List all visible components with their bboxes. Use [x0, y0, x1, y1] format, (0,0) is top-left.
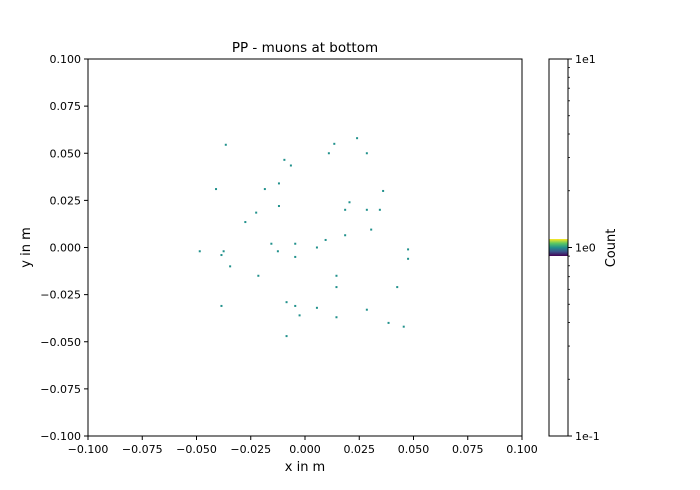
x-axis-ticks: −0.100 −0.075 −0.050 −0.025 0.000 0.025 0.050 0… — [68, 436, 538, 456]
colorbar: 1e1 1e0 1e-1 Count — [548, 53, 619, 443]
histogram-cell — [365, 308, 368, 311]
histogram-cell — [198, 250, 201, 253]
plot-frame — [87, 58, 523, 437]
histogram-cell — [315, 306, 318, 309]
histogram-cell — [220, 254, 223, 257]
histogram-cell — [365, 152, 368, 155]
histogram-cell — [407, 257, 410, 260]
histogram-cell — [222, 250, 225, 253]
x-tick-label: 0.025 — [344, 443, 376, 456]
histogram-cell — [315, 246, 318, 249]
histogram-cell — [283, 158, 286, 161]
histogram-cell — [324, 238, 327, 241]
y-tick-label: −0.075 — [40, 383, 81, 396]
x-tick-label: −0.050 — [176, 443, 217, 456]
histogram-cell — [294, 242, 297, 245]
histogram-cell — [255, 211, 258, 214]
histogram-cell — [356, 137, 359, 140]
histogram-cell — [348, 201, 351, 204]
histogram-cell — [370, 228, 373, 231]
histogram-cell — [407, 248, 410, 251]
histogram-cell — [257, 274, 260, 277]
y-axis-label: y in m — [19, 227, 34, 267]
x-tick-label: 0.000 — [289, 443, 321, 456]
y-tick-label: 0.075 — [50, 100, 82, 113]
x-tick-label: −0.025 — [230, 443, 271, 456]
colorbar-tick-label: 1e1 — [575, 53, 596, 66]
histogram-cell — [215, 188, 218, 191]
y-tick-label: 0.100 — [50, 53, 82, 66]
histogram-cell — [294, 304, 297, 307]
histogram-cell — [298, 314, 301, 317]
histogram-cell — [327, 152, 330, 155]
histogram-cell — [335, 286, 338, 289]
y-tick-label: −0.050 — [40, 336, 81, 349]
colorbar-tick-label: 1e-1 — [575, 430, 600, 443]
histogram-cell — [335, 316, 338, 319]
histogram-cell — [285, 335, 288, 338]
histogram-cell — [263, 188, 266, 191]
y-tick-label: −0.025 — [40, 289, 81, 302]
histogram-cell — [289, 164, 292, 167]
y-tick-label: −0.100 — [40, 430, 81, 443]
plot-area: −0.100 −0.075 −0.050 −0.025 0.000 0.025 0.050 0… — [40, 53, 537, 456]
histogram-cell — [285, 301, 288, 304]
x-tick-label: −0.100 — [68, 443, 109, 456]
colorbar-tick-label: 1e0 — [575, 242, 596, 255]
x-tick-label: 0.050 — [398, 443, 430, 456]
x-tick-label: −0.075 — [122, 443, 163, 456]
histogram-cell — [344, 234, 347, 237]
histogram-cell — [335, 274, 338, 277]
histogram-cell — [270, 242, 273, 245]
histogram-cell — [387, 321, 390, 324]
x-axis-label: x in m — [285, 460, 325, 475]
histogram-cell — [378, 208, 381, 211]
histogram-cell — [333, 142, 336, 145]
histogram-cells — [198, 137, 410, 338]
x-tick-label: 0.075 — [452, 443, 484, 456]
histogram-cell — [277, 182, 280, 185]
y-axis-ticks: 0.100 0.075 0.050 0.025 0.000 −0.025 −0.050 −0.… — [40, 53, 88, 443]
histogram-cell — [244, 221, 247, 224]
x-tick-label: 0.100 — [506, 443, 538, 456]
histogram-cell — [344, 208, 347, 211]
histogram-cell — [277, 205, 280, 208]
histogram-cell — [402, 325, 405, 328]
y-tick-label: 0.000 — [50, 242, 82, 255]
histogram-cell — [382, 189, 385, 192]
histogram-cell — [365, 208, 368, 211]
histogram-cell — [220, 304, 223, 307]
y-tick-label: 0.050 — [50, 147, 82, 160]
colorbar-label: Count — [604, 229, 619, 268]
colorbar-gradient-band — [549, 239, 568, 256]
histogram-cell — [224, 143, 227, 146]
histogram-cell — [294, 255, 297, 258]
histogram-cell — [396, 286, 399, 289]
chart-title: PP - muons at bottom — [232, 40, 378, 56]
histogram-cell — [229, 265, 232, 268]
histogram-cell — [276, 250, 279, 253]
y-tick-label: 0.025 — [50, 194, 82, 207]
colorbar-ticks: 1e1 1e0 1e-1 — [568, 53, 600, 443]
